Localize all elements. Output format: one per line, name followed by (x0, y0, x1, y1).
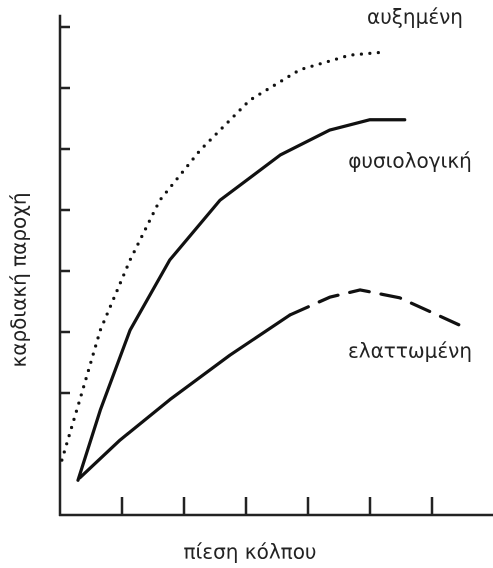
line (60, 50, 387, 462)
x-axis-label: πίεση κόλπου (183, 540, 316, 564)
curve-label: ελαττωμένη (348, 339, 472, 363)
line-dashed-part (288, 288, 462, 327)
curve-label: αυξημένη (367, 5, 463, 29)
line-solid-part (78, 313, 292, 480)
curve-label: φυσιολογική (348, 149, 472, 173)
y-axis-label: καρδιακή παροχή (7, 192, 31, 367)
line (76, 118, 407, 482)
